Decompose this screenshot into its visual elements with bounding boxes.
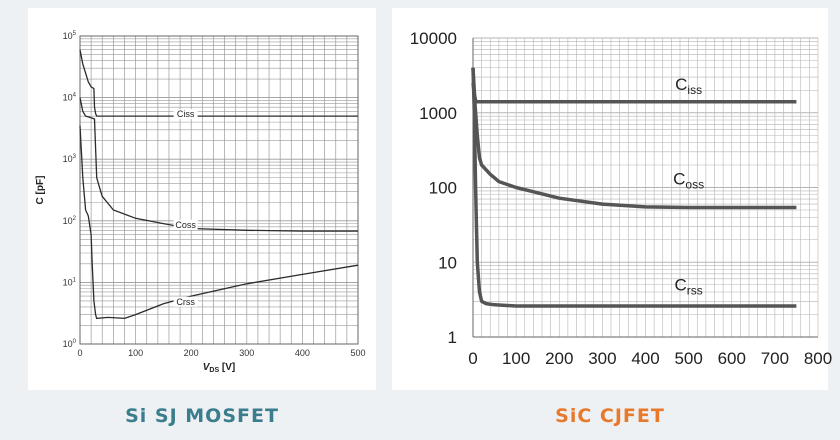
y-tick-exponent: 4	[73, 93, 77, 99]
sic-cjfet-caption: SiC CJFET	[555, 405, 665, 427]
series-line-coss	[79, 97, 358, 232]
x-tick-label: 100	[128, 348, 143, 358]
y-tick-exponent: 0	[73, 339, 77, 345]
x-tick-label: 400	[295, 348, 310, 358]
x-axis-label: VDS [V]	[203, 362, 236, 374]
series-label-background	[173, 109, 198, 120]
series-label-subscript: rss	[687, 283, 703, 297]
x-tick-label: 700	[761, 349, 789, 368]
x-tick-label: 200	[545, 349, 573, 368]
y-tick-base: 10	[63, 31, 73, 41]
plot-frame	[79, 35, 359, 345]
x-tick-label: 0	[468, 349, 477, 368]
x-tick-label: 0	[77, 348, 82, 358]
right-grid	[472, 37, 819, 338]
series-label-main: C	[675, 75, 687, 94]
y-tick-exponent: 1	[73, 277, 77, 283]
series-label-subscript: iss	[687, 83, 702, 97]
series-line-ciss	[79, 49, 358, 117]
y-tick-label: 100	[63, 339, 77, 349]
series-label-crss: Crss	[674, 275, 702, 297]
series-label-main: C	[673, 169, 685, 188]
y-tick-exponent: 2	[73, 216, 77, 222]
x-axis-label-subscript: DS	[209, 367, 219, 374]
si-mosfet-caption: Si SJ MOSFET	[125, 405, 279, 427]
y-tick-base: 10	[63, 277, 73, 287]
x-tick-label: 800	[804, 349, 832, 368]
x-axis-label-main: V	[203, 362, 211, 373]
y-tick-label: 101	[63, 277, 77, 287]
series-line-crss	[79, 125, 359, 320]
y-tick-base: 10	[63, 93, 73, 103]
si-mosfet-chart-panel: 100 101 102 103 104 105 0 100 200 300 400 500 VDS [V…	[28, 8, 376, 390]
x-tick-label: 300	[239, 348, 254, 358]
series-label-ciss: Ciss	[177, 109, 195, 119]
x-axis-label-unit: [V]	[219, 362, 235, 373]
y-tick-exponent: 5	[73, 31, 77, 37]
y-tick-label: 105	[63, 31, 77, 41]
series-label-crss: Crss	[176, 297, 195, 307]
series-line-crss	[471, 67, 797, 308]
series-line-coss	[471, 67, 797, 210]
y-tick-exponent: 3	[73, 154, 77, 160]
x-tick-label: 300	[588, 349, 616, 368]
x-tick-label: 100	[502, 349, 530, 368]
left-grid	[79, 35, 359, 345]
sic-cjfet-capacitance-chart: 1 10 100 1000 10000 0 100 200 300 400 500 600 700 800…	[410, 29, 832, 368]
y-tick-label: 104	[63, 93, 77, 103]
y-tick-base: 10	[63, 154, 73, 164]
series-label-subscript: oss	[685, 177, 704, 191]
y-tick-base: 10	[63, 216, 73, 226]
x-tick-label: 400	[631, 349, 659, 368]
y-tick-label: 103	[63, 154, 77, 164]
x-tick-label: 500	[350, 348, 365, 358]
y-axis-label: C [pF]	[35, 176, 46, 205]
series-label-coss: Coss	[175, 220, 196, 230]
series-label-coss: Coss	[673, 169, 704, 191]
series-line-ciss	[471, 82, 797, 104]
y-tick-label: 10000	[410, 29, 457, 48]
x-tick-label: 200	[184, 348, 199, 358]
series-label-background	[173, 219, 198, 230]
y-tick-label: 1000	[419, 104, 457, 123]
y-tick-base: 10	[63, 339, 73, 349]
y-tick-label: 100	[429, 179, 457, 198]
series-label-main: C	[674, 275, 686, 294]
series-label-background	[173, 296, 198, 307]
series-label-ciss: Ciss	[675, 75, 702, 97]
sic-cjfet-chart-panel: 1 10 100 1000 10000 0 100 200 300 400 500 600 700 800…	[392, 8, 832, 390]
y-tick-label: 10	[438, 253, 457, 272]
y-tick-label: 102	[63, 216, 77, 226]
y-tick-label: 1	[448, 328, 457, 347]
x-tick-label: 600	[718, 349, 746, 368]
x-tick-label: 500	[674, 349, 702, 368]
